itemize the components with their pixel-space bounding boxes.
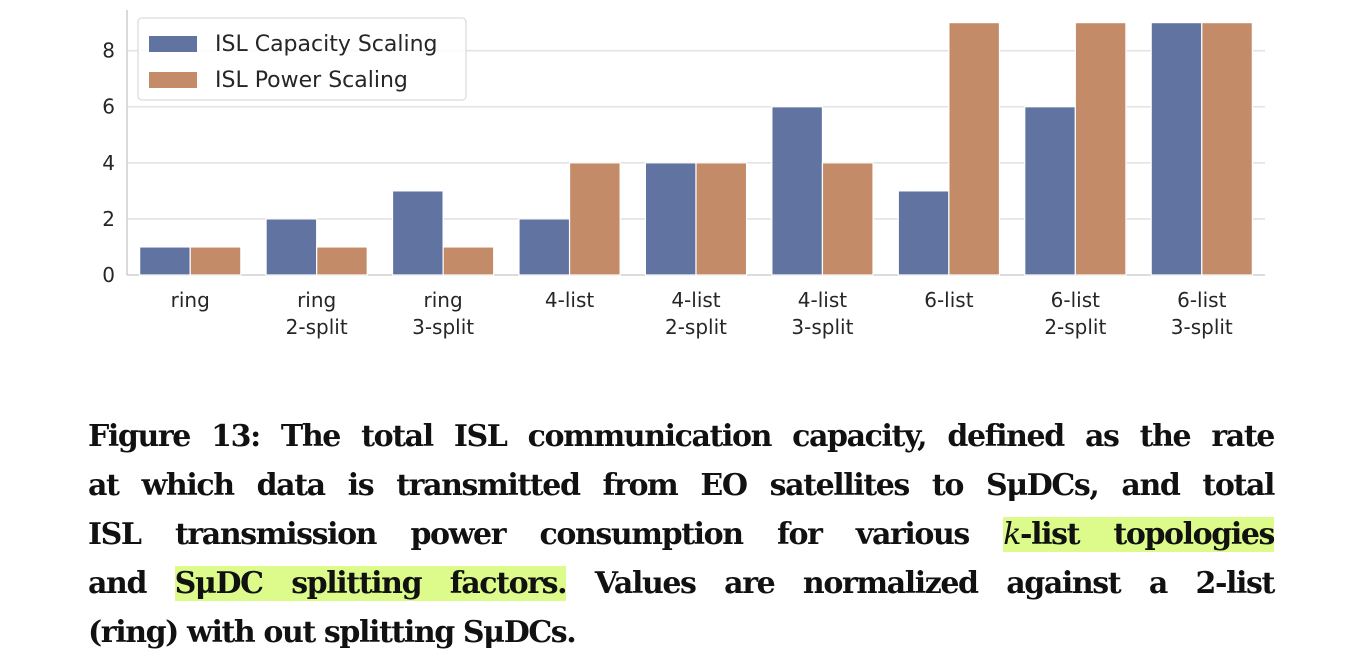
x-tick-label: ring 2-split — [286, 288, 348, 339]
legend-swatch — [149, 36, 197, 52]
caption-text: at which data is transmitted from EO sat… — [88, 468, 1275, 503]
bar-capacity — [771, 106, 824, 276]
highlighted-text: k — [1003, 517, 1021, 552]
x-tick-label: 4-list — [545, 288, 594, 312]
y-tick-label: 0 — [102, 263, 115, 287]
x-tick-label: 6-list — [924, 288, 973, 312]
highlighted-text: -list topologies — [1020, 517, 1275, 552]
legend: ISL Capacity Scaling ISL Power Scaling — [137, 17, 467, 101]
bar-capacity — [139, 246, 191, 276]
y-tick-label: 2 — [102, 207, 115, 231]
highlighted-text: SμDC splitting factors. — [174, 566, 568, 601]
bar-power — [189, 246, 242, 276]
y-tick-label: 8 — [102, 39, 115, 63]
bar-power — [695, 162, 748, 276]
caption-line: Figure 13: The total ISL communication c… — [88, 412, 1275, 461]
bar-capacity — [897, 190, 950, 276]
bar-power — [568, 162, 621, 276]
caption-line: at which data is transmitted from EO sat… — [88, 461, 1275, 510]
bar-capacity — [1150, 22, 1203, 276]
caption-text: Values are normalized against a 2-list — [566, 566, 1276, 601]
x-tick-label: 6-list 2-split — [1044, 288, 1106, 339]
bar-chart: 0 2 4 6 8 ring ring 2-split ring 3-split 4-list 4-l… — [102, 10, 1265, 339]
bar-power — [1074, 22, 1127, 276]
caption-line: (ring) with out splitting SμDCs. — [88, 608, 1274, 657]
bar-power — [948, 22, 1001, 276]
y-tick-label: 6 — [102, 95, 115, 119]
legend-box — [137, 17, 467, 101]
bar-capacity — [1024, 106, 1076, 276]
caption-text: ISL transmission power consumption for v… — [88, 517, 1004, 552]
bar-power — [1201, 22, 1253, 276]
bar-power — [821, 162, 874, 276]
bar-capacity — [391, 190, 444, 276]
x-tick-label: 4-list 3-split — [791, 288, 853, 339]
caption-line: ISL transmission power consumption for v… — [88, 510, 1275, 559]
caption-text: and — [88, 566, 175, 601]
bar-power — [442, 246, 495, 276]
legend-label: ISL Capacity Scaling — [215, 32, 438, 57]
caption-text: (ring) with out splitting SμDCs. — [88, 615, 577, 650]
x-tick-label: 4-list 2-split — [665, 288, 727, 339]
caption-line: and SμDC splitting factors. Values are n… — [88, 559, 1276, 608]
bar-capacity — [265, 218, 318, 276]
x-tick-label: ring 3-split — [412, 288, 474, 339]
bar-power — [316, 246, 368, 276]
bar-capacity — [644, 162, 697, 276]
bar-capacity — [518, 218, 571, 276]
figure-caption: Figure 13: The total ISL communication c… — [88, 412, 1276, 657]
legend-label: ISL Power Scaling — [215, 68, 408, 93]
legend-swatch — [149, 72, 197, 88]
y-tick-label: 4 — [102, 151, 115, 175]
x-tick-label: 6-list 3-split — [1171, 288, 1233, 339]
x-tick-label: ring — [171, 288, 210, 312]
caption-text: Figure 13: The total ISL communication c… — [88, 419, 1275, 454]
